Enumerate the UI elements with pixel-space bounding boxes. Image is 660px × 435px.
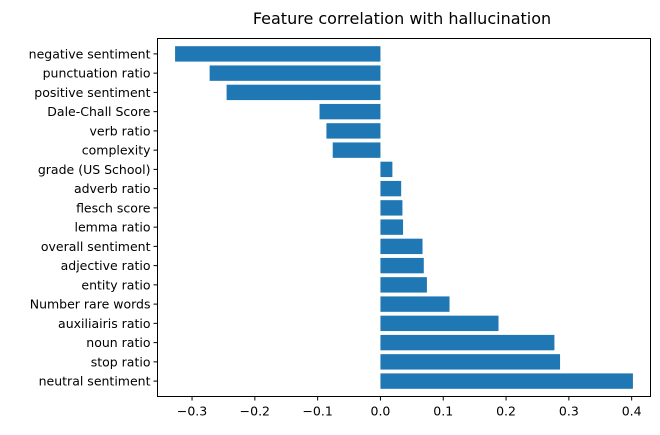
bar-positive-sentiment	[226, 84, 381, 101]
bar-entity-ratio	[380, 277, 427, 293]
bar-punctuation-ratio	[209, 65, 381, 81]
x-tick-label: 0.0	[371, 404, 391, 419]
y-tick-label-positive-sentiment: positive sentiment	[34, 85, 150, 100]
y-tick-labels: negative sentiment punctuation ratio posit…	[29, 46, 158, 389]
bar-complexity	[332, 142, 381, 158]
bar-number-rare-words	[380, 296, 450, 312]
y-tick-label-stop-ratio: stop ratio	[91, 354, 151, 369]
y-tick-label-verb-ratio: verb ratio	[90, 123, 151, 138]
bars-layer	[175, 46, 633, 389]
bar-negative-sentiment	[175, 46, 381, 62]
y-tick-label-flesch-score: flesch score	[76, 200, 151, 215]
bar-flesch-score	[380, 200, 403, 216]
y-tick-label-entity-ratio: entity ratio	[81, 277, 150, 292]
y-tick-label-negative-sentiment: negative sentiment	[29, 46, 151, 61]
y-tick-label-adverb-ratio: adverb ratio	[74, 181, 151, 196]
x-tick-label: −0.2	[240, 404, 270, 419]
y-tick-label-grade-us-school: grade (US School)	[38, 162, 151, 177]
y-tick-label-number-rare-words: Number rare words	[30, 297, 151, 312]
bar-grade-us-school	[380, 161, 393, 178]
x-tick-label: −0.3	[177, 404, 207, 419]
bar-auxiliairis-ratio	[380, 315, 499, 332]
y-tick-label-punctuation-ratio: punctuation ratio	[43, 66, 151, 81]
chart-title: Feature correlation with hallucination	[253, 9, 551, 28]
bar-verb-ratio	[326, 123, 381, 139]
bar-adverb-ratio	[380, 180, 402, 197]
bar-overall-sentiment	[380, 238, 423, 255]
x-tick-label: 0.3	[559, 404, 579, 419]
x-tick-label: 0.2	[496, 404, 516, 419]
x-axis: −0.3 −0.2 −0.1 0.0 0.1 0.2 0.3 0.4	[177, 396, 642, 419]
y-tick-label-complexity: complexity	[82, 143, 151, 158]
plot-frame	[157, 38, 651, 397]
y-tick-label-lemma-ratio: lemma ratio	[75, 220, 151, 235]
y-tick-label-dale-chall-score: Dale-Chall Score	[47, 104, 151, 119]
y-tick-label-auxiliairis-ratio: auxiliairis ratio	[58, 316, 150, 331]
bar-noun-ratio	[380, 334, 555, 351]
y-tick-label-overall-sentiment: overall sentiment	[41, 239, 151, 254]
bar-adjective-ratio	[380, 257, 424, 274]
bar-dale-chall-score	[319, 103, 381, 120]
bar-neutral-sentiment	[380, 373, 633, 389]
x-tick-label: 0.4	[622, 404, 642, 419]
bar-stop-ratio	[380, 354, 561, 370]
x-tick-label: −0.1	[302, 404, 332, 419]
x-tick-label: 0.1	[433, 404, 453, 419]
y-tick-label-neutral-sentiment: neutral sentiment	[39, 374, 151, 389]
y-tick-label-adjective-ratio: adjective ratio	[61, 258, 151, 273]
y-tick-label-noun-ratio: noun ratio	[86, 335, 150, 350]
bar-lemma-ratio	[380, 219, 404, 235]
